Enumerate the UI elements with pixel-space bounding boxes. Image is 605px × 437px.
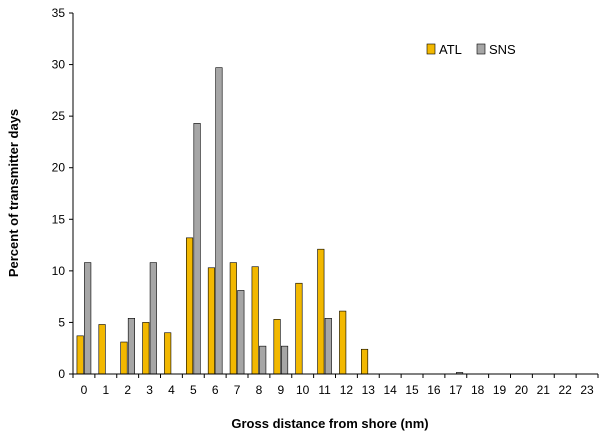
bar-atl-4 xyxy=(164,332,172,375)
legend-swatch-atl xyxy=(426,43,436,55)
y-tick-label: 15 xyxy=(52,212,66,226)
x-tick-label: 20 xyxy=(515,383,529,397)
x-tick-label: 17 xyxy=(449,383,463,397)
bar-atl-1 xyxy=(98,324,106,375)
bar-atl-3 xyxy=(142,322,150,375)
x-tick-label: 22 xyxy=(559,383,573,397)
bar-atl-12 xyxy=(339,310,347,375)
x-tick-label: 21 xyxy=(537,383,551,397)
x-tick-label: 12 xyxy=(340,383,354,397)
x-axis-title: Gross distance from shore (nm) xyxy=(231,416,428,431)
y-tick-label: 35 xyxy=(52,6,66,20)
bar-sns-11 xyxy=(324,318,332,375)
legend-swatch-sns xyxy=(476,43,486,55)
x-tick-label: 16 xyxy=(427,383,441,397)
bar-atl-9 xyxy=(273,319,281,375)
x-tick-label: 2 xyxy=(124,383,131,397)
x-tick-label: 23 xyxy=(580,383,594,397)
x-tick-label: 10 xyxy=(296,383,310,397)
bar-atl-6 xyxy=(207,267,215,375)
bar-atl-10 xyxy=(295,282,303,375)
bar-sns-9 xyxy=(281,345,289,375)
legend-label-atl: ATL xyxy=(439,42,462,57)
bars xyxy=(76,67,464,375)
y-tick-label: 20 xyxy=(52,161,66,175)
bar-sns-8 xyxy=(259,345,267,375)
x-tick-label: 9 xyxy=(277,383,284,397)
bar-sns-2 xyxy=(127,318,135,375)
bar-sns-7 xyxy=(237,290,245,375)
y-tick-label: 10 xyxy=(52,264,66,278)
bar-atl-13 xyxy=(361,348,369,375)
y-tick-label: 30 xyxy=(52,58,66,72)
bar-sns-5 xyxy=(193,123,201,375)
y-axis-title: Percent of transmitter days xyxy=(6,109,21,277)
y-tick-label: 0 xyxy=(58,367,65,381)
legend-label-sns: SNS xyxy=(489,42,516,57)
x-tick-label: 5 xyxy=(190,383,197,397)
bar-sns-0 xyxy=(84,262,92,375)
legend: ATL SNS xyxy=(426,42,516,57)
bar-atl-11 xyxy=(317,248,325,375)
bar-sns-3 xyxy=(149,262,157,375)
x-tick-label: 6 xyxy=(212,383,219,397)
x-tick-label: 18 xyxy=(471,383,485,397)
bar-atl-8 xyxy=(251,266,259,375)
bar-atl-5 xyxy=(186,237,194,375)
x-tick-label: 11 xyxy=(318,383,331,397)
x-tick-label: 4 xyxy=(168,383,175,397)
bar-atl-0 xyxy=(76,335,84,375)
x-axis-ticks: 0 1 2 3 4 5 6 7 8 9 10 11 12 13 14 15 16 17 18 19 20 21 22 23 xyxy=(72,374,599,397)
x-tick-label: 1 xyxy=(102,383,109,397)
x-tick-label: 15 xyxy=(405,383,419,397)
x-tick-label: 3 xyxy=(146,383,153,397)
bar-atl-7 xyxy=(229,262,237,375)
y-tick-label: 25 xyxy=(52,109,66,123)
x-tick-label: 14 xyxy=(384,383,398,397)
y-axis-ticks: 0 5 10 15 20 25 30 35 xyxy=(52,6,73,381)
y-tick-label: 5 xyxy=(58,315,65,329)
bar-atl-2 xyxy=(120,341,128,375)
x-tick-label: 19 xyxy=(493,383,507,397)
x-tick-label: 7 xyxy=(234,383,241,397)
x-tick-label: 8 xyxy=(256,383,263,397)
bar-sns-6 xyxy=(215,67,223,375)
x-tick-label: 13 xyxy=(362,383,376,397)
x-tick-label: 0 xyxy=(81,383,88,397)
